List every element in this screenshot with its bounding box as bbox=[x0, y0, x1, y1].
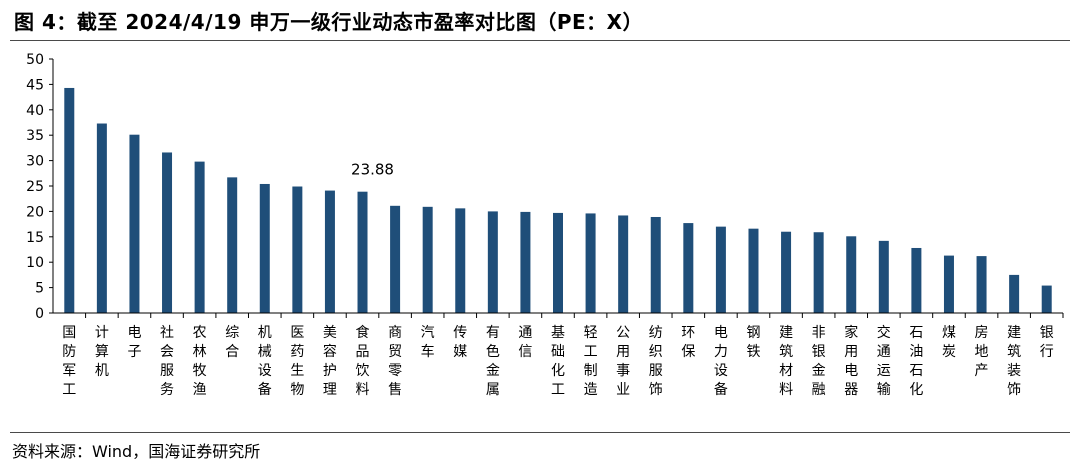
bar bbox=[1041, 285, 1052, 313]
y-tick-label: 10 bbox=[26, 255, 44, 271]
y-tick-label: 25 bbox=[26, 179, 44, 195]
x-tick-label: 美容护理 bbox=[323, 325, 337, 398]
bar bbox=[911, 247, 922, 313]
bar bbox=[683, 223, 694, 313]
y-tick-label: 30 bbox=[26, 154, 44, 170]
y-tick-label: 45 bbox=[26, 77, 44, 93]
source-note: 资料来源：Wind，国海证券研究所 bbox=[12, 442, 261, 461]
x-tick-label: 石油石化 bbox=[909, 325, 923, 398]
bar bbox=[553, 212, 563, 313]
chart-title: 图 4：截至 2024/4/19 申万一级行业动态市盈率对比图（PE：X） bbox=[14, 10, 644, 34]
bar bbox=[781, 231, 792, 313]
x-tick-label: 公用事业 bbox=[616, 325, 630, 398]
bars bbox=[64, 87, 1052, 314]
bar bbox=[64, 87, 75, 314]
bar bbox=[194, 161, 205, 313]
bar bbox=[943, 255, 954, 313]
x-tick-label: 社会服务 bbox=[160, 325, 174, 398]
bar bbox=[846, 236, 857, 313]
bar bbox=[520, 211, 531, 313]
x-tick-label: 家用电器 bbox=[844, 324, 858, 398]
data-label: 23.88 bbox=[351, 161, 394, 179]
bar bbox=[357, 191, 368, 313]
x-tick-label: 建筑装饰 bbox=[1007, 325, 1021, 398]
x-tick-label: 轻工制造 bbox=[584, 325, 598, 398]
y-tick-label: 50 bbox=[26, 52, 44, 68]
x-tick-label: 建筑材料 bbox=[779, 325, 793, 398]
annotations: 23.88 bbox=[351, 161, 394, 179]
x-tick-label: 商贸零售 bbox=[388, 325, 402, 398]
x-tick-label: 电子 bbox=[127, 325, 141, 360]
x-tick-label: 医药生物 bbox=[290, 325, 304, 398]
bar bbox=[390, 205, 401, 313]
bar bbox=[748, 228, 759, 313]
bar bbox=[1009, 274, 1020, 313]
x-tick-label: 传媒 bbox=[453, 325, 467, 360]
x-tick-label: 基础化工 bbox=[551, 324, 565, 398]
title-divider bbox=[10, 40, 1070, 41]
x-tick-label: 房地产 bbox=[975, 325, 989, 379]
bar bbox=[324, 190, 335, 313]
y-tick-label: 0 bbox=[35, 306, 44, 322]
x-tick-label: 非银金融 bbox=[812, 325, 826, 398]
bar bbox=[259, 183, 270, 313]
x-tick-label: 国防军工 bbox=[62, 325, 76, 398]
x-tick-label: 有色金属 bbox=[486, 325, 500, 398]
y-tick-label: 20 bbox=[26, 204, 44, 220]
bar bbox=[878, 240, 889, 313]
x-tick-label: 钢铁 bbox=[746, 325, 760, 360]
x-tick-label: 煤炭 bbox=[942, 325, 956, 360]
x-tick-label: 计算机 bbox=[95, 325, 109, 379]
bar bbox=[162, 152, 173, 313]
x-tick-label: 电力设备 bbox=[714, 325, 728, 398]
y-tick-label: 15 bbox=[26, 230, 44, 246]
bar bbox=[976, 256, 987, 313]
x-tick-label: 纺织服饰 bbox=[649, 325, 663, 398]
x-tick-label: 银行 bbox=[1040, 325, 1054, 360]
y-tick-label: 5 bbox=[35, 281, 44, 297]
y-tick-label: 35 bbox=[26, 128, 44, 144]
bar bbox=[618, 215, 629, 313]
bar bbox=[813, 232, 824, 313]
bar bbox=[585, 213, 596, 313]
bar bbox=[422, 206, 433, 313]
bar bbox=[129, 134, 140, 313]
bar-chart: 0 5 10 15 20 25 30 35 40 45 50 国防军工 计算机 电子 社会服务 农林牧渔 综合… bbox=[26, 52, 1064, 398]
x-tick-label: 汽车 bbox=[421, 325, 435, 360]
x-tick-label: 通信 bbox=[518, 325, 532, 360]
x-tick-label: 食品饮料 bbox=[356, 324, 370, 398]
bar bbox=[650, 216, 661, 313]
bar bbox=[487, 211, 498, 313]
bar bbox=[227, 177, 238, 313]
bar bbox=[292, 186, 303, 313]
x-tick-label: 环保 bbox=[681, 325, 695, 360]
x-tick-label: 农林牧渔 bbox=[193, 325, 207, 398]
bar bbox=[715, 226, 726, 313]
y-axis: 0 5 10 15 20 25 30 35 40 45 50 bbox=[26, 52, 54, 322]
source-divider bbox=[10, 432, 1070, 433]
x-tick-label: 综合 bbox=[225, 325, 239, 360]
x-axis: 国防军工 计算机 电子 社会服务 农林牧渔 综合 机械设备 医药生物 美容护理 食品饮料 商贸零售 汽… bbox=[53, 312, 1064, 398]
bar bbox=[455, 208, 466, 313]
x-tick-label: 机械设备 bbox=[258, 325, 272, 398]
x-tick-label: 交通运输 bbox=[877, 324, 891, 398]
bar bbox=[96, 123, 107, 314]
y-tick-label: 40 bbox=[26, 103, 44, 119]
